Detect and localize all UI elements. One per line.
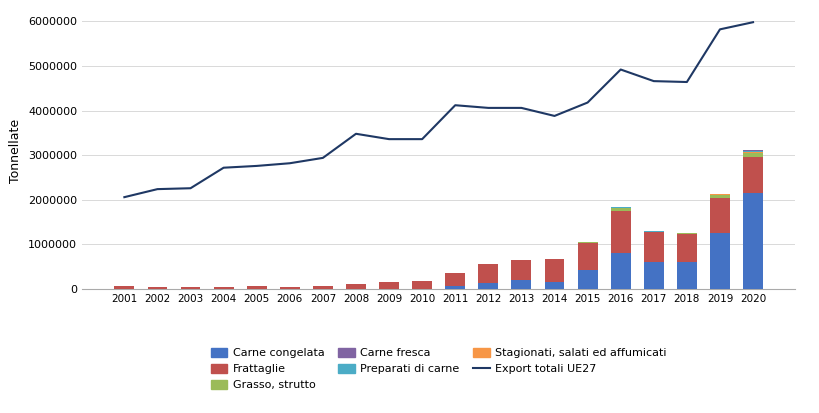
Bar xyxy=(577,243,597,271)
Bar xyxy=(477,283,498,289)
Bar xyxy=(180,287,200,289)
Bar xyxy=(742,150,762,151)
Bar xyxy=(577,271,597,289)
Bar xyxy=(445,273,464,285)
Bar xyxy=(676,234,696,262)
Bar xyxy=(147,287,167,289)
Bar xyxy=(511,260,531,280)
Bar xyxy=(709,233,729,289)
Bar xyxy=(577,242,597,243)
Bar xyxy=(313,285,333,289)
Bar xyxy=(445,285,464,289)
Bar xyxy=(412,280,432,289)
Bar xyxy=(544,259,563,282)
Bar xyxy=(742,157,762,193)
Bar xyxy=(544,282,563,289)
Bar xyxy=(742,152,762,153)
Bar xyxy=(346,284,365,289)
Bar xyxy=(742,153,762,157)
Bar xyxy=(214,287,233,289)
Bar xyxy=(709,195,729,197)
Bar xyxy=(742,193,762,289)
Bar xyxy=(247,287,266,289)
Bar xyxy=(511,280,531,289)
Bar xyxy=(643,232,663,262)
Bar xyxy=(610,207,630,208)
Bar xyxy=(709,194,729,195)
Bar xyxy=(676,233,696,234)
Bar xyxy=(115,287,134,289)
Bar xyxy=(643,231,663,232)
Bar xyxy=(643,262,663,289)
Bar xyxy=(610,208,630,211)
Bar xyxy=(676,262,696,289)
Bar xyxy=(378,282,399,289)
Bar xyxy=(610,254,630,289)
Bar xyxy=(742,151,762,152)
Legend: Carne congelata, Frattaglie, Grasso, strutto, Carne fresca, Preparati di carne, : Carne congelata, Frattaglie, Grasso, str… xyxy=(207,344,669,394)
Bar xyxy=(279,287,300,289)
Y-axis label: Tonnellate: Tonnellate xyxy=(10,119,22,183)
Bar xyxy=(477,263,498,283)
Bar xyxy=(709,197,729,233)
Bar xyxy=(610,211,630,254)
